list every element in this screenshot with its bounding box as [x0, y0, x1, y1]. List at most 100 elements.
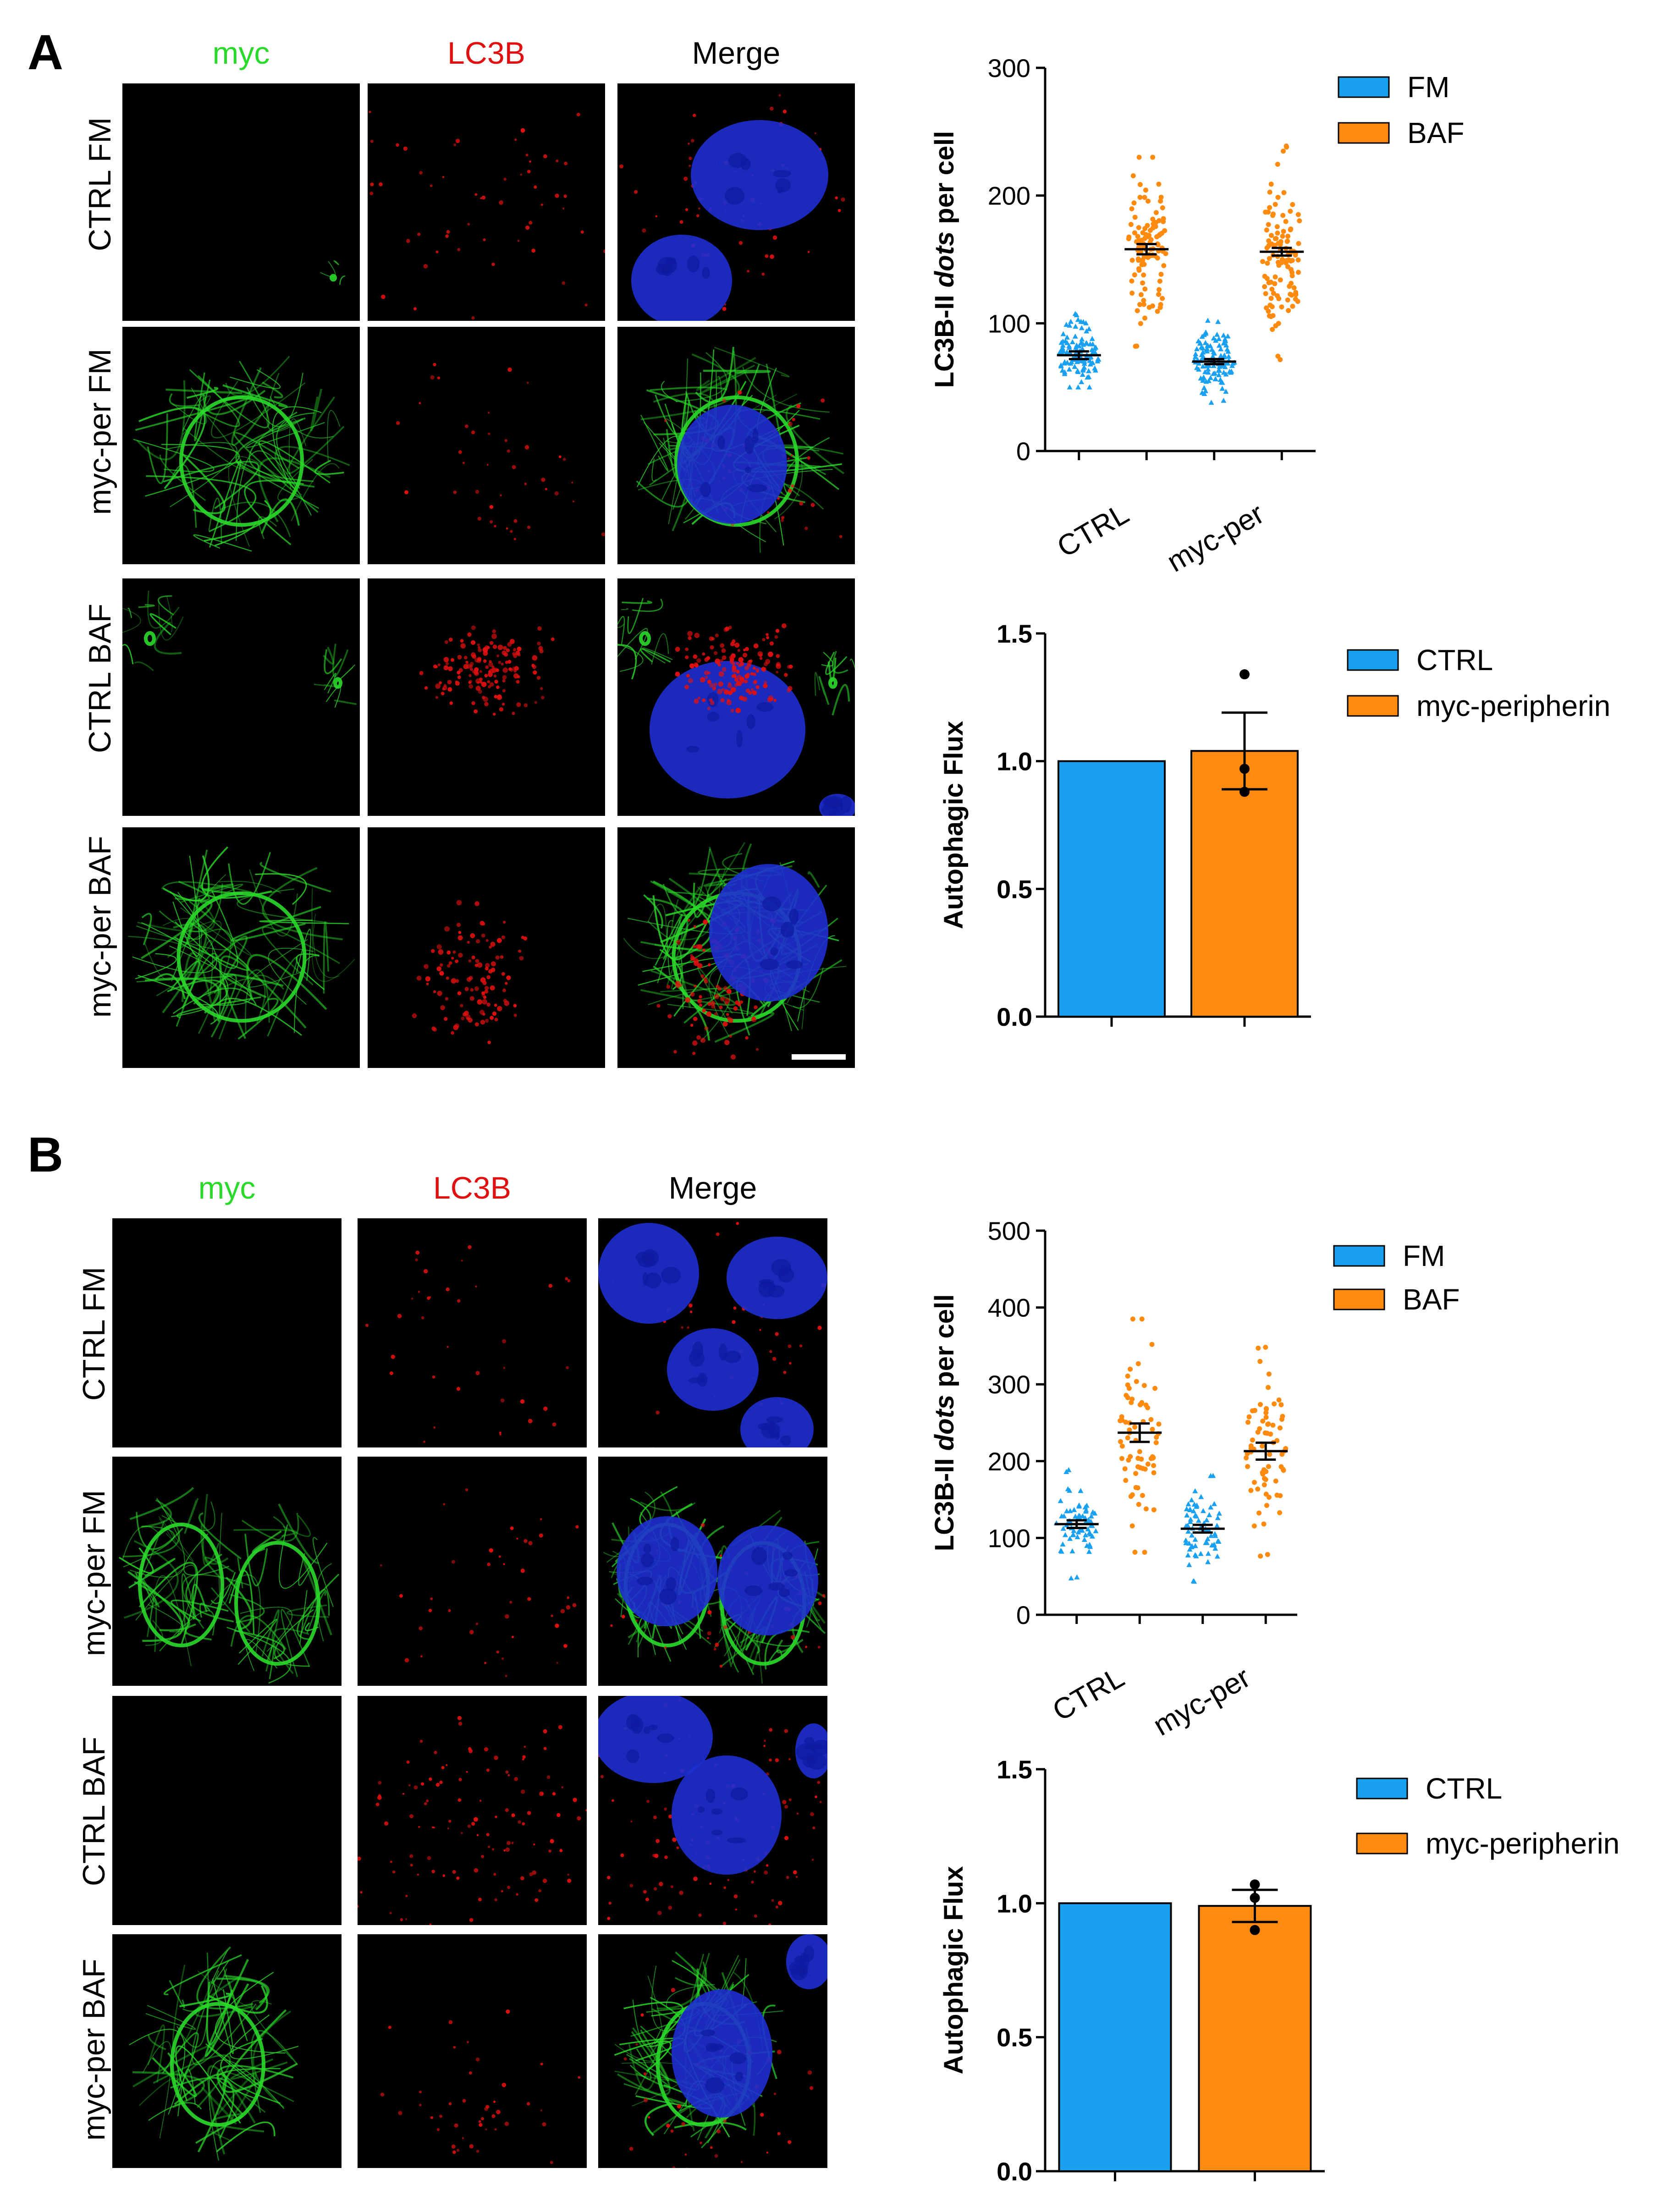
data-point: [1279, 1452, 1285, 1457]
data-point: [1077, 1513, 1083, 1519]
data-point: [1065, 1486, 1071, 1491]
data-point: [1080, 366, 1086, 371]
row-label-myc-per-fm: myc-per FM: [77, 1490, 111, 1656]
data-point: [1142, 286, 1148, 292]
data-point: [1093, 1528, 1099, 1534]
data-point: [1161, 263, 1167, 269]
row-label-myc-per-fm: myc-per FM: [83, 348, 117, 515]
data-point: [1278, 1402, 1284, 1408]
data-point: [1084, 1502, 1090, 1508]
micrograph-myc-per-fm-myc: [112, 1457, 342, 1686]
data-point: [1129, 1523, 1135, 1529]
data-point: [1074, 1534, 1080, 1540]
legend-swatch: [1333, 1288, 1385, 1310]
data-point: [1270, 213, 1276, 218]
data-point: [1201, 385, 1207, 391]
data-point: [1205, 366, 1211, 372]
y-tick-label: 0.5: [997, 875, 1032, 903]
data-point: [1209, 347, 1215, 352]
data-point: [1078, 1488, 1084, 1493]
data-point: [1208, 1504, 1214, 1510]
lc3b-puncta: [358, 1716, 587, 1925]
data-point: [1295, 212, 1301, 217]
data-point: [1256, 1345, 1261, 1351]
data-point: [1125, 1435, 1130, 1441]
peripherin-network: [118, 1487, 250, 1667]
data-point: [1296, 241, 1301, 246]
data-point: [1272, 281, 1278, 286]
data-point: [1064, 349, 1070, 355]
data-point: [1087, 358, 1093, 363]
peripherin-network: [617, 598, 673, 680]
data-point: [1216, 368, 1222, 373]
data-point: [1140, 230, 1146, 236]
data-point: [1078, 340, 1084, 346]
data-point: [1132, 272, 1137, 278]
data-point: [1274, 224, 1280, 230]
data-point: [1141, 262, 1147, 267]
data-point: [1085, 1526, 1091, 1531]
data-point: [1146, 198, 1151, 204]
data-point: [1266, 1421, 1271, 1427]
micrograph-ctrl-fm-merge: [598, 1218, 827, 1447]
data-point: [1142, 226, 1148, 231]
y-tick-label: 0.5: [997, 2023, 1032, 2052]
micrograph-myc-per-baf-myc: [122, 827, 360, 1068]
data-point: [1068, 360, 1074, 366]
data-point: [1263, 1344, 1268, 1350]
data-point: [1266, 1464, 1271, 1469]
data-point: [1156, 1421, 1162, 1427]
nucleus: [672, 1989, 772, 2118]
panel-letter-b: B: [28, 1127, 63, 1182]
data-point: [1125, 1395, 1130, 1400]
data-point: [1135, 1485, 1140, 1491]
data-point: [1070, 1532, 1076, 1537]
data-point: [1145, 1461, 1151, 1467]
micrograph-myc-per-baf-lc3b: [358, 1934, 587, 2168]
data-point: [1283, 219, 1289, 224]
data-point: [1155, 308, 1160, 314]
data-point: [1071, 1528, 1077, 1533]
data-point: [1270, 327, 1275, 332]
data-point: [1204, 363, 1210, 369]
data-point: [1081, 1536, 1087, 1542]
data-point: [1262, 1430, 1268, 1436]
data-point: [1281, 229, 1286, 234]
data-point: [1134, 239, 1139, 244]
data-point: [1161, 216, 1166, 221]
data-point: [1290, 202, 1295, 207]
data-point: [1275, 353, 1281, 359]
mean-sem-bar: [1244, 1442, 1288, 1461]
data-point: [1158, 302, 1163, 307]
legend-label: CTRL: [1426, 1772, 1502, 1805]
data-point: [1064, 359, 1070, 365]
data-point: [1068, 319, 1074, 324]
data-point: [1095, 356, 1101, 362]
data-point: [1143, 187, 1148, 193]
data-point: [1151, 1470, 1157, 1475]
data-point: [1213, 337, 1219, 343]
data-point: [1192, 1513, 1198, 1518]
data-point: [1218, 346, 1224, 352]
data-point: [1225, 360, 1231, 366]
data-point: [1264, 1406, 1269, 1412]
data-point: [1158, 194, 1164, 200]
data-point: [1130, 1316, 1135, 1322]
data-point: [1221, 369, 1227, 375]
nucleus: [598, 1696, 713, 1783]
data-point: [1136, 258, 1141, 263]
data-point: [1066, 345, 1072, 350]
data-point: [1200, 363, 1206, 369]
legend-label: CTRL: [1416, 644, 1493, 677]
legend-swatch: [1347, 649, 1399, 671]
data-point: [1198, 1551, 1204, 1556]
data-point: [1163, 251, 1168, 256]
scatter-points-fm-ctrl: [1053, 1467, 1099, 1581]
data-point: [1137, 1449, 1142, 1454]
data-point: [1275, 161, 1280, 167]
data-point: [1150, 154, 1156, 160]
data-point: [1212, 1546, 1218, 1551]
data-point: [1271, 291, 1276, 296]
lc3b-puncta: [380, 1488, 579, 1678]
data-point: [1062, 1532, 1068, 1537]
